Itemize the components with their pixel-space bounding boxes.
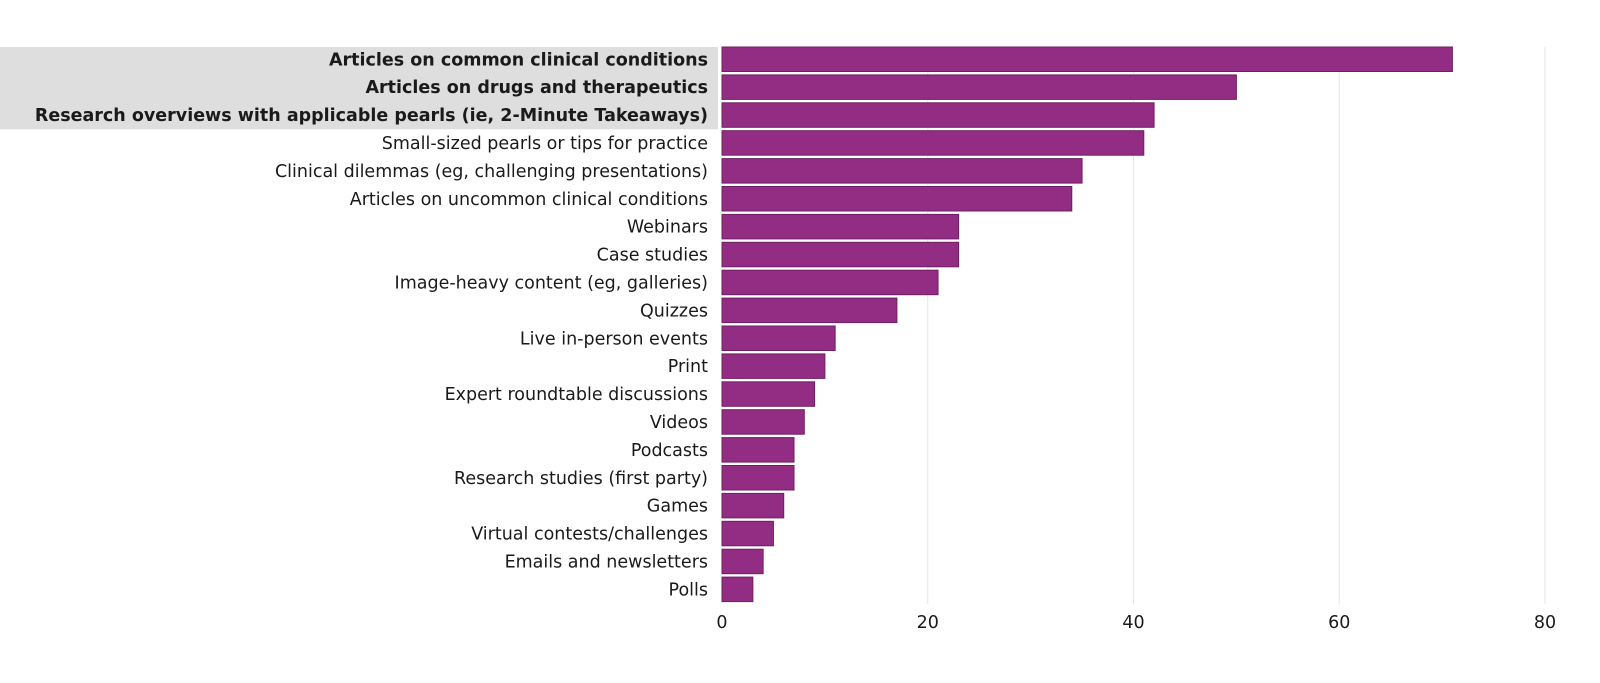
bar-1	[721, 46, 1453, 72]
category-label-14: Videos	[650, 413, 708, 433]
bar-19	[721, 548, 764, 575]
bar-4	[721, 130, 1145, 156]
x-tick-label-0: 0	[716, 613, 727, 633]
bar-7	[721, 213, 960, 240]
bar-18	[721, 520, 774, 547]
category-label-2: Articles on drugs and therapeutics	[365, 78, 708, 98]
category-label-6: Articles on uncommon clinical conditions	[350, 190, 708, 210]
bar-10	[721, 297, 898, 324]
category-label-12: Print	[668, 357, 708, 377]
bar-2	[721, 74, 1237, 100]
category-label-11: Live in-person events	[520, 329, 708, 349]
category-label-13: Expert roundtable discussions	[445, 385, 708, 405]
category-label-9: Image-heavy content (eg, galleries)	[395, 273, 708, 293]
bar-15	[721, 437, 795, 463]
bar-14	[721, 409, 805, 435]
category-label-5: Clinical dilemmas (eg, challenging prese…	[275, 162, 708, 182]
bar-5	[721, 158, 1083, 184]
category-label-8: Case studies	[597, 246, 708, 266]
category-label-20: Polls	[669, 580, 708, 600]
highlight-band	[0, 47, 718, 130]
x-tick-label-40: 40	[1122, 613, 1144, 633]
bar-12	[721, 353, 826, 379]
bar-20	[721, 576, 754, 603]
bar-17	[721, 492, 785, 519]
category-label-19: Emails and newsletters	[505, 552, 708, 572]
bar-13	[721, 381, 816, 407]
category-label-18: Virtual contests/challenges	[471, 525, 708, 545]
category-label-17: Games	[647, 497, 708, 517]
bar-16	[721, 465, 795, 491]
bar-6	[721, 186, 1073, 212]
category-label-7: Webinars	[627, 218, 708, 238]
bar-9	[721, 269, 939, 296]
bars	[721, 46, 1453, 603]
category-label-3: Research overviews with applicable pearl…	[35, 106, 708, 126]
bar-8	[721, 241, 960, 268]
category-label-15: Podcasts	[631, 441, 708, 461]
x-axis-ticks: 0 20 40 60 80	[716, 613, 1556, 633]
highlight-band-layer	[0, 47, 718, 130]
bar-3	[721, 102, 1155, 128]
x-tick-label-20: 20	[917, 613, 939, 633]
x-tick-label-60: 60	[1328, 613, 1350, 633]
category-label-16: Research studies (first party)	[454, 469, 708, 489]
category-label-4: Small-sized pearls or tips for practice	[382, 134, 708, 154]
category-label-10: Quizzes	[640, 301, 708, 321]
category-labels: Articles on common clinical conditions Ar…	[35, 50, 708, 600]
x-tick-label-80: 80	[1534, 613, 1556, 633]
bar-11	[721, 325, 836, 351]
category-label-1: Articles on common clinical conditions	[329, 50, 708, 70]
